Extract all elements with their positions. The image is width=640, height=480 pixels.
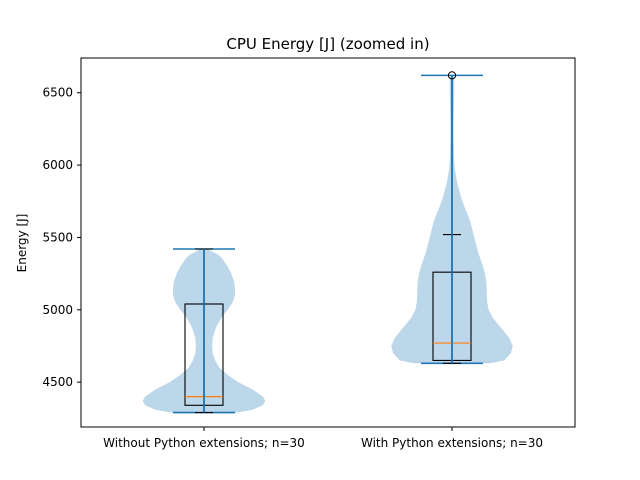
y-tick-label: 6000 xyxy=(42,158,73,172)
y-tick-label: 6500 xyxy=(42,86,73,100)
y-axis-label: Energy [J] xyxy=(15,214,29,273)
chart-title: CPU Energy [J] (zoomed in) xyxy=(226,35,429,53)
y-tick-label: 4500 xyxy=(42,375,73,389)
box-outlier-point xyxy=(447,71,457,80)
axes: Without Python extensions; n=30 With Pyth… xyxy=(42,86,543,450)
y-tick-label: 5000 xyxy=(42,303,73,317)
y-tick-label: 5500 xyxy=(42,230,73,244)
x-tick-label: With Python extensions; n=30 xyxy=(361,436,543,450)
violin-group-2 xyxy=(391,71,513,365)
x-tick-label: Without Python extensions; n=30 xyxy=(103,436,305,450)
violin-group-1 xyxy=(142,248,266,414)
plot-area xyxy=(142,71,513,414)
axes-frame xyxy=(80,57,576,428)
